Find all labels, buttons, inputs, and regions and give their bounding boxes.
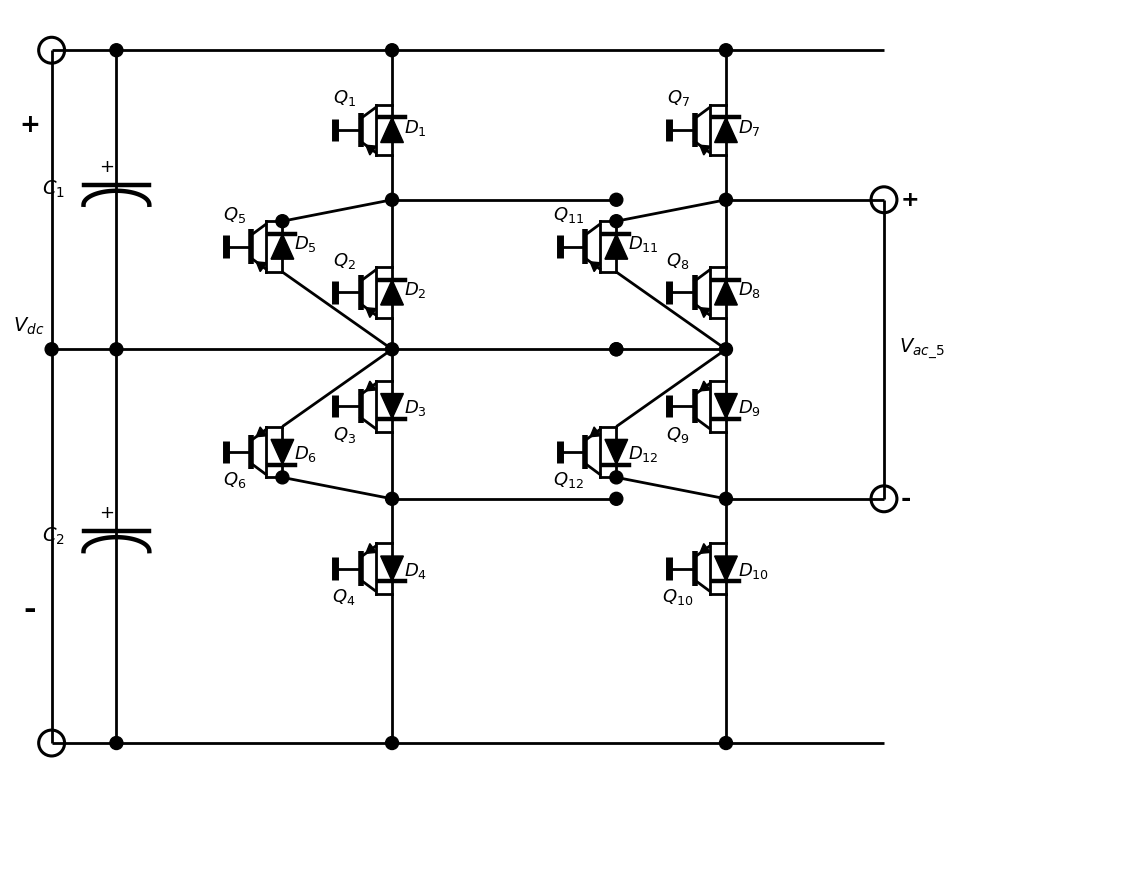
- Text: $D_9$: $D_9$: [738, 399, 760, 419]
- Polygon shape: [366, 544, 377, 553]
- Text: $D_8$: $D_8$: [738, 280, 760, 300]
- Text: $Q_3$: $Q_3$: [333, 425, 356, 445]
- Polygon shape: [366, 308, 377, 317]
- Polygon shape: [714, 117, 737, 142]
- Text: $Q_{11}$: $Q_{11}$: [554, 205, 584, 225]
- Polygon shape: [714, 393, 737, 419]
- Text: $Q_7$: $Q_7$: [667, 88, 690, 108]
- Text: $Q_4$: $Q_4$: [333, 587, 356, 607]
- Polygon shape: [605, 440, 628, 464]
- Text: +: +: [99, 504, 114, 523]
- Circle shape: [386, 193, 398, 206]
- Text: $C_1$: $C_1$: [42, 179, 64, 200]
- Polygon shape: [380, 556, 404, 581]
- Circle shape: [720, 737, 732, 750]
- Text: $D_6$: $D_6$: [295, 444, 317, 464]
- Circle shape: [610, 215, 623, 227]
- Text: $D_{12}$: $D_{12}$: [628, 444, 659, 464]
- Text: $V_{dc}$: $V_{dc}$: [14, 316, 45, 337]
- Polygon shape: [700, 544, 710, 553]
- Text: $Q_6$: $Q_6$: [223, 470, 246, 490]
- Text: $D_7$: $D_7$: [738, 118, 760, 137]
- Polygon shape: [380, 280, 404, 305]
- Circle shape: [610, 343, 623, 356]
- Text: -: -: [24, 596, 36, 626]
- Circle shape: [110, 44, 123, 57]
- Text: $D_{11}$: $D_{11}$: [628, 234, 659, 254]
- Circle shape: [110, 737, 123, 750]
- Polygon shape: [256, 262, 267, 272]
- Polygon shape: [256, 427, 267, 437]
- Circle shape: [720, 44, 732, 57]
- Polygon shape: [366, 145, 377, 155]
- Text: $D_1$: $D_1$: [404, 118, 426, 137]
- Text: $Q_8$: $Q_8$: [666, 251, 690, 271]
- Polygon shape: [271, 234, 294, 260]
- Text: $Q_{12}$: $Q_{12}$: [554, 470, 584, 490]
- Text: $D_4$: $D_4$: [404, 561, 428, 581]
- Circle shape: [610, 343, 623, 356]
- Text: $D_{10}$: $D_{10}$: [738, 561, 770, 581]
- Polygon shape: [605, 234, 628, 260]
- Text: $Q_2$: $Q_2$: [333, 251, 356, 271]
- Polygon shape: [700, 308, 710, 317]
- Polygon shape: [591, 262, 601, 272]
- Polygon shape: [700, 381, 710, 391]
- Circle shape: [720, 492, 732, 505]
- Polygon shape: [714, 280, 737, 305]
- Circle shape: [610, 492, 623, 505]
- Text: -: -: [901, 487, 911, 510]
- Circle shape: [610, 193, 623, 206]
- Circle shape: [720, 193, 732, 206]
- Polygon shape: [271, 440, 294, 464]
- Circle shape: [276, 215, 289, 227]
- Text: $Q_9$: $Q_9$: [666, 425, 690, 445]
- Polygon shape: [366, 381, 377, 391]
- Text: +: +: [901, 190, 919, 210]
- Circle shape: [720, 343, 732, 356]
- Circle shape: [386, 44, 398, 57]
- Text: +: +: [19, 113, 40, 137]
- Text: $V_{ac\_5}$: $V_{ac\_5}$: [899, 337, 945, 361]
- Polygon shape: [700, 145, 710, 155]
- Text: $D_3$: $D_3$: [404, 399, 426, 419]
- Polygon shape: [591, 427, 601, 437]
- Polygon shape: [714, 556, 737, 581]
- Circle shape: [45, 343, 58, 356]
- Text: $C_2$: $C_2$: [42, 525, 64, 547]
- Circle shape: [610, 471, 623, 484]
- Polygon shape: [380, 117, 404, 142]
- Polygon shape: [380, 393, 404, 419]
- Circle shape: [276, 471, 289, 484]
- Circle shape: [110, 343, 123, 356]
- Text: +: +: [99, 158, 114, 176]
- Text: $Q_{10}$: $Q_{10}$: [663, 587, 694, 607]
- Circle shape: [386, 737, 398, 750]
- Text: $D_5$: $D_5$: [295, 234, 317, 254]
- Text: $Q_1$: $Q_1$: [333, 88, 356, 108]
- Circle shape: [386, 492, 398, 505]
- Text: $Q_5$: $Q_5$: [223, 205, 246, 225]
- Circle shape: [386, 343, 398, 356]
- Text: $D_2$: $D_2$: [404, 280, 426, 300]
